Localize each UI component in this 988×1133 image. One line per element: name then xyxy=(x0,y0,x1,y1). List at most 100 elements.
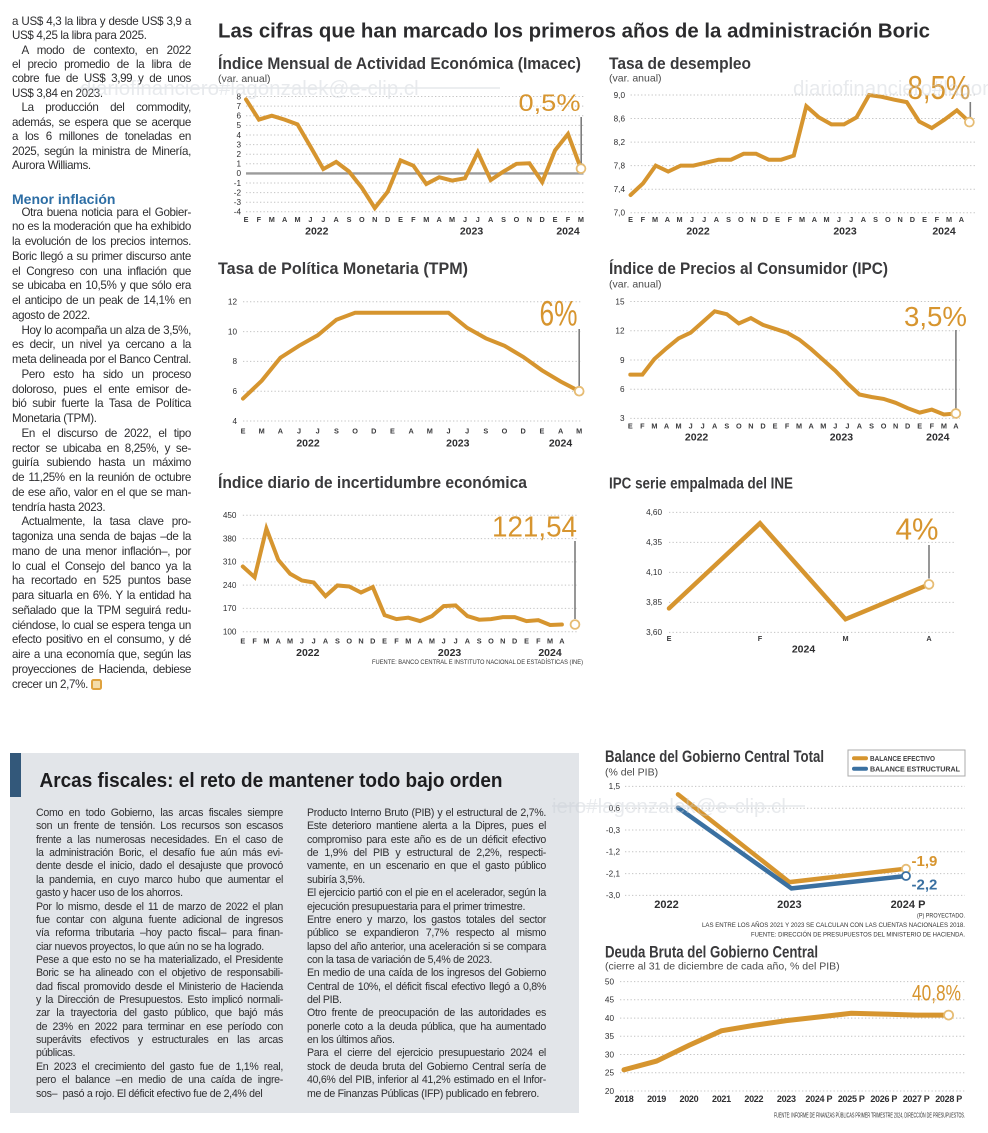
svg-text:D: D xyxy=(763,215,768,224)
svg-text:3: 3 xyxy=(236,140,241,149)
svg-text:2021: 2021 xyxy=(712,1094,731,1104)
svg-text:6: 6 xyxy=(232,387,237,396)
svg-text:D: D xyxy=(760,422,765,431)
svg-text:A: A xyxy=(276,637,282,646)
svg-text:A: A xyxy=(437,215,443,224)
svg-text:20: 20 xyxy=(605,1087,615,1096)
svg-text:2022: 2022 xyxy=(744,1094,763,1104)
svg-text:30: 30 xyxy=(605,1050,615,1059)
svg-text:F: F xyxy=(411,215,416,224)
svg-text:N: N xyxy=(358,637,363,646)
svg-text:M: M xyxy=(269,215,275,224)
svg-text:2019: 2019 xyxy=(647,1094,666,1104)
svg-text:Índice diario de incertidumbre: Índice diario de incertidumbre económica xyxy=(218,473,527,492)
svg-text:8,5%: 8,5% xyxy=(908,69,971,106)
svg-text:F: F xyxy=(394,637,399,646)
svg-text:E: E xyxy=(240,637,245,646)
svg-text:7,4: 7,4 xyxy=(614,185,626,194)
svg-text:2024 P: 2024 P xyxy=(891,899,926,911)
svg-text:2022: 2022 xyxy=(296,647,320,659)
svg-text:D: D xyxy=(370,637,375,646)
svg-text:M: M xyxy=(652,215,658,224)
svg-text:O: O xyxy=(346,637,352,646)
svg-text:2027 P: 2027 P xyxy=(903,1094,930,1104)
svg-text:2024 P: 2024 P xyxy=(805,1094,832,1104)
svg-text:F: F xyxy=(930,422,935,431)
svg-text:2026 P: 2026 P xyxy=(870,1094,897,1104)
svg-text:M: M xyxy=(651,422,657,431)
svg-text:A: A xyxy=(558,427,564,436)
svg-text:6: 6 xyxy=(620,385,625,394)
svg-text:M: M xyxy=(427,427,433,436)
svg-text:2023: 2023 xyxy=(777,899,801,911)
svg-text:-2: -2 xyxy=(234,188,242,197)
svg-text:M: M xyxy=(576,427,582,436)
svg-text:F: F xyxy=(257,215,262,224)
svg-text:2022: 2022 xyxy=(686,226,710,238)
svg-text:F: F xyxy=(640,422,645,431)
svg-text:2023: 2023 xyxy=(438,647,462,659)
svg-text:D: D xyxy=(512,637,517,646)
svg-text:4,60: 4,60 xyxy=(646,508,662,517)
svg-text:40,8%: 40,8% xyxy=(912,981,961,1006)
svg-text:2024: 2024 xyxy=(792,644,816,656)
svg-text:2024: 2024 xyxy=(556,226,580,238)
svg-text:A: A xyxy=(278,427,284,436)
svg-text:D: D xyxy=(905,422,910,431)
svg-text:(var. anual): (var. anual) xyxy=(609,279,662,291)
svg-text:(cierre al 31 de diciembre de: (cierre al 31 de diciembre de cada año, … xyxy=(605,961,840,973)
svg-text:A: A xyxy=(809,422,815,431)
svg-text:A: A xyxy=(408,427,414,436)
svg-text:M: M xyxy=(796,422,802,431)
svg-text:450: 450 xyxy=(223,511,237,520)
svg-text:2023: 2023 xyxy=(777,1094,796,1104)
svg-text:O: O xyxy=(885,215,891,224)
svg-text:J: J xyxy=(297,427,301,436)
svg-text:FUENTE: DIRECCIÓN DE PRESUPUES: FUENTE: DIRECCIÓN DE PRESUPUESTOS DEL MI… xyxy=(751,930,965,939)
svg-text:121,54: 121,54 xyxy=(492,512,577,544)
svg-text:2023: 2023 xyxy=(446,438,470,450)
svg-text:45: 45 xyxy=(605,996,615,1005)
svg-text:E: E xyxy=(382,637,387,646)
svg-text:M: M xyxy=(799,215,805,224)
svg-text:E: E xyxy=(628,215,633,224)
svg-text:2025 P: 2025 P xyxy=(838,1094,865,1104)
svg-text:8,2: 8,2 xyxy=(614,138,626,147)
svg-text:10: 10 xyxy=(228,327,238,336)
svg-text:2: 2 xyxy=(236,150,241,159)
svg-text:(var. anual): (var. anual) xyxy=(218,73,271,85)
svg-text:E: E xyxy=(524,637,529,646)
svg-text:M: M xyxy=(449,215,455,224)
svg-text:diariofinanciero#lagonzalek@e-: diariofinanciero#lagonzalek@e-clip.cl xyxy=(793,77,988,100)
svg-text:N: N xyxy=(897,215,902,224)
svg-text:J: J xyxy=(308,215,312,224)
svg-text:N: N xyxy=(500,637,505,646)
svg-text:-0,3: -0,3 xyxy=(606,826,621,835)
svg-text:F: F xyxy=(536,637,541,646)
svg-text:M: M xyxy=(405,637,411,646)
svg-text:J: J xyxy=(312,637,316,646)
svg-text:M: M xyxy=(824,215,830,224)
svg-text:S: S xyxy=(724,422,729,431)
svg-text:35: 35 xyxy=(605,1032,615,1041)
svg-text:12: 12 xyxy=(615,327,625,336)
svg-text:E: E xyxy=(775,215,780,224)
svg-text:J: J xyxy=(316,427,320,436)
svg-text:Balance del Gobierno Central T: Balance del Gobierno Central Total xyxy=(605,748,824,766)
svg-text:M: M xyxy=(547,637,553,646)
svg-text:S: S xyxy=(483,427,488,436)
svg-text:D: D xyxy=(540,215,545,224)
svg-text:J: J xyxy=(837,215,841,224)
svg-text:3,60: 3,60 xyxy=(646,628,662,637)
svg-text:2018: 2018 xyxy=(615,1094,634,1104)
svg-text:310: 310 xyxy=(223,558,237,567)
svg-text:S: S xyxy=(477,637,482,646)
svg-text:4: 4 xyxy=(236,131,241,140)
svg-text:N: N xyxy=(372,215,377,224)
svg-text:Las cifras que han marcado los: Las cifras que han marcado los primeros … xyxy=(218,21,930,43)
svg-text:A: A xyxy=(857,422,863,431)
svg-text:Tasa de desempleo: Tasa de desempleo xyxy=(609,54,751,73)
svg-text:O: O xyxy=(352,427,358,436)
svg-text:4%: 4% xyxy=(896,512,939,547)
svg-text:-3: -3 xyxy=(234,198,242,207)
